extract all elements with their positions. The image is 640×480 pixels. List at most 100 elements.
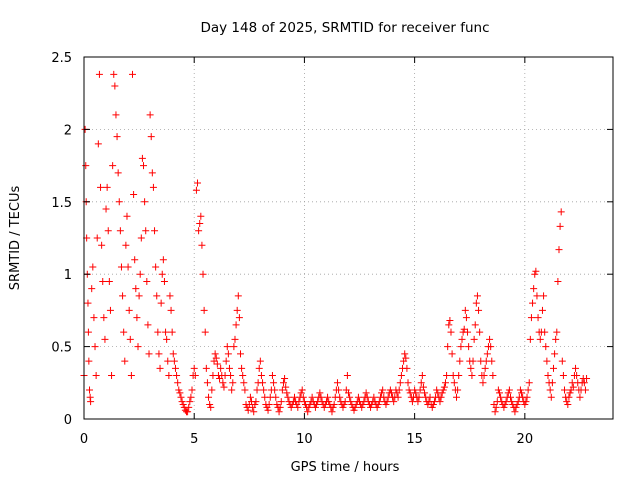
data-point <box>108 372 116 380</box>
data-point <box>492 403 500 411</box>
data-point <box>198 241 206 249</box>
data-point <box>470 335 478 343</box>
data-point <box>304 408 312 416</box>
data-point <box>278 386 286 394</box>
data-point <box>497 393 505 401</box>
data-point <box>148 169 156 177</box>
data-point <box>99 277 107 285</box>
data-point <box>557 208 565 216</box>
data-point <box>350 406 358 414</box>
data-point <box>105 277 113 285</box>
data-point <box>224 350 232 358</box>
data-point <box>540 292 548 300</box>
data-point <box>525 379 533 387</box>
data-point <box>236 350 244 358</box>
data-point <box>561 386 569 394</box>
data-point <box>232 321 240 329</box>
data-point <box>576 393 584 401</box>
data-point <box>127 372 135 380</box>
data-point <box>447 328 455 336</box>
data-point <box>552 335 560 343</box>
data-point <box>421 389 429 397</box>
data-point <box>542 343 550 351</box>
data-point <box>152 263 160 271</box>
chart-title: Day 148 of 2025, SRMTID for receiver fun… <box>200 20 489 36</box>
data-point <box>178 398 186 406</box>
data-point <box>483 350 491 358</box>
data-point <box>241 386 249 394</box>
y-tick-label: 0 <box>64 413 72 428</box>
data-point <box>472 299 480 307</box>
data-point <box>229 379 237 387</box>
x-tick-label: 15 <box>406 432 423 447</box>
x-axis-label: GPS time / hours <box>291 460 400 475</box>
data-point <box>89 263 97 271</box>
data-point <box>465 343 473 351</box>
data-point <box>149 183 157 191</box>
data-point <box>146 111 154 119</box>
data-point <box>147 133 155 141</box>
data-point <box>238 364 246 372</box>
data-point <box>201 328 209 336</box>
data-point <box>453 393 461 401</box>
data-point <box>111 82 119 90</box>
data-point <box>403 364 411 372</box>
data-point <box>246 393 254 401</box>
data-point <box>414 398 422 406</box>
data-point <box>438 389 446 397</box>
data-point <box>441 379 449 387</box>
data-point <box>362 389 370 397</box>
data-point <box>417 379 425 387</box>
data-point <box>367 403 375 411</box>
data-point <box>581 386 589 394</box>
data-point <box>151 227 159 235</box>
data-point <box>505 386 513 394</box>
data-point <box>156 364 164 372</box>
data-point <box>538 306 546 314</box>
data-point <box>155 350 163 358</box>
data-point <box>132 285 140 293</box>
data-point <box>259 379 267 387</box>
data-point <box>126 335 134 343</box>
data-point <box>260 386 268 394</box>
data-point <box>419 383 427 391</box>
data-point <box>134 343 142 351</box>
data-point <box>473 292 481 300</box>
data-point <box>529 299 537 307</box>
data-point <box>491 408 499 416</box>
data-point <box>94 140 102 148</box>
data-point <box>476 328 484 336</box>
data-point <box>85 357 93 365</box>
data-point <box>500 403 508 411</box>
data-point <box>468 372 476 380</box>
data-point <box>333 379 341 387</box>
data-point <box>335 386 343 394</box>
data-point <box>467 364 475 372</box>
data-point <box>170 357 178 365</box>
x-tick-label: 0 <box>80 432 88 447</box>
data-point <box>382 401 390 409</box>
data-point <box>363 393 371 401</box>
data-point <box>543 357 551 365</box>
data-point <box>554 277 562 285</box>
data-point <box>190 364 198 372</box>
data-point <box>440 383 448 391</box>
data-point <box>202 364 210 372</box>
data-point <box>311 403 319 411</box>
data-point <box>92 372 100 380</box>
data-point <box>117 263 125 271</box>
grid-lines <box>84 57 613 419</box>
data-point <box>317 393 325 401</box>
data-point <box>464 328 472 336</box>
data-point <box>556 222 564 230</box>
data-point <box>443 372 451 380</box>
data-point <box>175 386 183 394</box>
data-point <box>253 386 261 394</box>
data-point <box>128 70 136 78</box>
data-point <box>524 386 532 394</box>
data-point <box>173 372 181 380</box>
data-point <box>230 343 238 351</box>
data-point <box>559 372 567 380</box>
data-point <box>522 398 530 406</box>
data-point <box>97 183 105 191</box>
